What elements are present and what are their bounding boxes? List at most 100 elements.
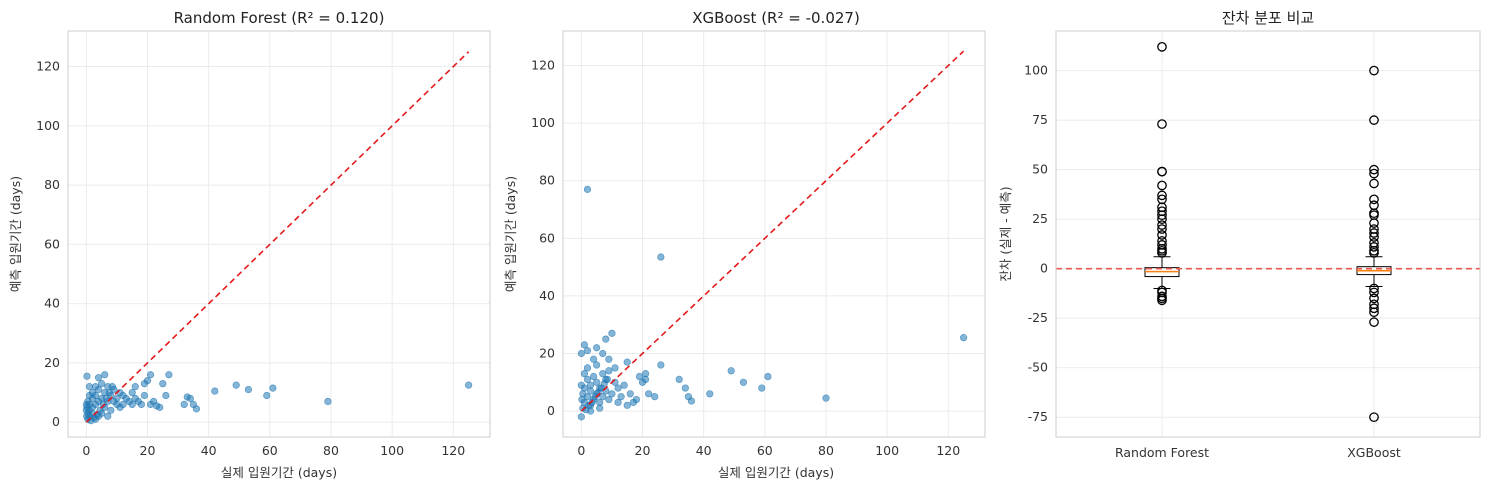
y-tick-label: -75	[1028, 409, 1048, 424]
outlier-point	[1369, 218, 1379, 228]
data-point	[599, 349, 607, 358]
y-tick-label: 80	[539, 173, 555, 188]
panel-residuals: 잔차 분포 비교 -75 -50 -25 0 25 50 75 100 Random Fores…	[998, 9, 1481, 460]
data-point	[629, 398, 637, 407]
reference-line	[85, 51, 470, 423]
outlier-point	[1157, 180, 1167, 191]
panel-random-forest: Random Forest (R² = 0.120) 0 20 40 60 80 100 1…	[8, 9, 491, 480]
data-point	[110, 397, 118, 406]
data-point	[645, 390, 653, 398]
data-point	[98, 380, 106, 388]
outlier-point	[1157, 210, 1167, 221]
data-point	[764, 372, 772, 381]
data-point	[638, 378, 647, 386]
box-xgboost	[1356, 65, 1392, 423]
y-tick-label: 40	[44, 296, 60, 311]
data-point	[583, 347, 592, 355]
data-point	[140, 391, 149, 400]
x-tick-label: 120	[936, 443, 960, 458]
data-point	[232, 381, 240, 389]
tick-labels: 0 20 40 60 80 100 120 0 20 40 60 80 100 120	[36, 59, 465, 458]
data-point	[687, 397, 696, 405]
data-point	[159, 380, 167, 388]
data-point	[82, 406, 90, 414]
data-point	[186, 394, 194, 403]
grid	[68, 31, 490, 437]
data-point	[727, 367, 735, 375]
data-point	[593, 378, 601, 386]
x-tick-label: 120	[441, 443, 465, 458]
y-axis-label: 예측 입원기간 (days)	[8, 176, 23, 292]
x-axis-label: 실제 입원기간 (days)	[221, 465, 337, 480]
outlier-point	[1157, 190, 1167, 201]
plot-area	[577, 50, 968, 421]
y-tick-label: 0	[547, 403, 555, 418]
data-point	[577, 413, 585, 421]
outlier-point	[1157, 41, 1167, 52]
outlier-point	[1369, 194, 1379, 205]
outlier-point	[1157, 230, 1167, 240]
data-point	[651, 393, 659, 401]
data-point	[131, 383, 139, 391]
y-tick-label: 60	[44, 236, 60, 251]
outlier-point	[1369, 303, 1379, 314]
data-point	[614, 398, 622, 407]
y-tick-label: 40	[539, 288, 555, 303]
data-point	[192, 405, 201, 413]
data-point	[599, 370, 607, 378]
outlier-point	[1369, 317, 1379, 327]
data-point	[657, 253, 665, 261]
y-tick-label: 50	[1032, 162, 1048, 177]
data-point	[99, 400, 107, 409]
data-point	[675, 375, 683, 384]
data-point	[580, 370, 589, 378]
data-point	[577, 349, 585, 358]
x-tick-label: 20	[140, 443, 156, 458]
outlier-point	[1157, 214, 1167, 224]
data-point	[593, 344, 601, 352]
data-point	[583, 375, 592, 384]
x-tick-label: 0	[577, 443, 585, 458]
outlier-point	[1369, 247, 1379, 258]
data-point	[626, 390, 634, 398]
data-point	[107, 406, 115, 414]
data-point	[102, 394, 110, 403]
x-tick-label: 60	[262, 443, 278, 458]
panel-xgboost: XGBoost (R² = -0.027) 0 20 40 60 80 100 120 0 20…	[503, 9, 986, 480]
outlier-point	[1157, 295, 1167, 306]
data-point	[156, 403, 164, 411]
x-tick-label: 80	[818, 443, 834, 458]
data-point	[605, 367, 613, 375]
data-point	[620, 381, 628, 389]
x-tick-label: 100	[875, 443, 899, 458]
outlier-point	[1369, 164, 1379, 175]
reference-line	[580, 50, 965, 412]
data-point	[593, 361, 601, 369]
data-point	[588, 398, 596, 407]
data-point	[959, 334, 968, 342]
outlier-point	[1369, 242, 1379, 252]
outlier-point	[1157, 166, 1167, 177]
outlier-point	[1157, 224, 1167, 234]
data-point	[589, 372, 598, 381]
data-point	[146, 400, 155, 409]
y-tick-label: 25	[1032, 211, 1048, 226]
data-point	[589, 355, 598, 363]
outlier-point	[1157, 119, 1167, 129]
outlier-point	[1157, 247, 1167, 258]
data-point	[822, 394, 830, 402]
x-tick-label: 20	[635, 443, 651, 458]
data-point	[211, 387, 219, 395]
data-point	[82, 400, 90, 409]
data-point	[583, 185, 592, 193]
x-axis-label: 실제 입원기간 (days)	[718, 465, 834, 480]
plot-frame	[1055, 30, 1481, 438]
plot-frame	[67, 30, 491, 438]
y-tick-label: 120	[36, 59, 60, 74]
grid	[563, 31, 985, 437]
data-point	[263, 391, 271, 400]
outlier-point	[1369, 283, 1379, 294]
data-point	[580, 341, 589, 349]
outlier-point	[1369, 232, 1379, 242]
